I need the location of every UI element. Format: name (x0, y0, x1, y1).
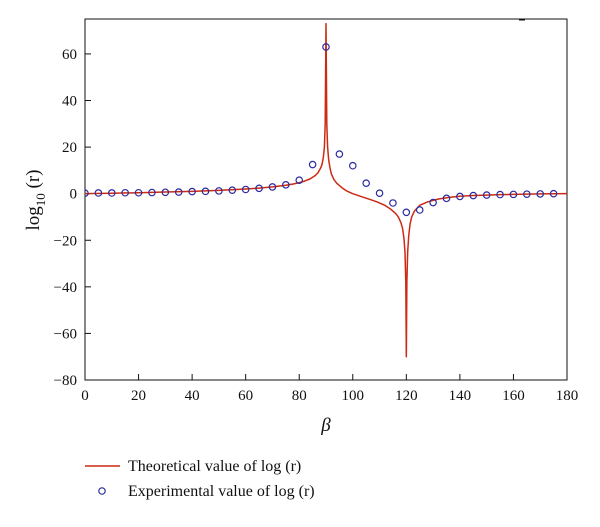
x-tick-label: 80 (292, 388, 307, 404)
y-tick-label: 60 (62, 47, 77, 63)
experimental-point (523, 190, 531, 198)
experimental-point (161, 188, 170, 197)
experimental-point (94, 189, 103, 197)
experimental-point (322, 43, 330, 51)
experimental-point (215, 187, 223, 195)
experimental-point (442, 194, 451, 203)
experimental-point (509, 190, 518, 199)
x-tick-label: 40 (185, 388, 200, 404)
x-tick-label: 100 (342, 388, 365, 404)
experimental-point (308, 160, 317, 169)
x-tick-label: 20 (131, 388, 146, 404)
plot-area (85, 22, 567, 358)
experimental-point (496, 190, 504, 199)
x-tick-label: 60 (238, 388, 253, 404)
experimental-point (134, 188, 143, 197)
y-axis-title-tail: (r) (23, 169, 44, 193)
legend-label-experimental: Experimental value of log (r) (128, 483, 315, 500)
legend-marker-swatch (98, 487, 106, 495)
experimental-point (469, 191, 478, 200)
experimental-point (482, 191, 491, 199)
x-tick-label: 140 (449, 388, 472, 404)
y-tick-label: −20 (54, 233, 77, 249)
experimental-point (241, 185, 250, 194)
experimental-point (85, 189, 89, 198)
x-tick-label: 120 (395, 388, 418, 404)
experimental-point (402, 208, 411, 217)
legend-label-theoretical: Theoretical value of log (r) (128, 458, 301, 475)
experimental-point (536, 190, 545, 198)
experimental-point (415, 206, 424, 214)
experimental-point (295, 176, 304, 184)
experimental-point (228, 186, 237, 194)
experimental-point (362, 179, 370, 188)
experimental-point (282, 181, 290, 189)
experimental-point (107, 189, 116, 197)
theoretical-series-line (85, 22, 567, 358)
y-axis-title-base: log (23, 206, 44, 231)
y-tick-label: 40 (62, 94, 77, 110)
top-right-tick-mark (519, 19, 525, 21)
experimental-point (148, 188, 156, 197)
plot-frame (84, 18, 568, 381)
experimental-point (456, 192, 464, 201)
legend: Theoretical value of log (r) Experimenta… (85, 458, 315, 500)
experimental-point (188, 187, 196, 196)
y-tick-label: −80 (54, 373, 77, 389)
experimental-point (375, 189, 384, 198)
y-tick-label: 0 (70, 187, 78, 203)
y-tick-label: −60 (54, 326, 77, 342)
experimental-point (268, 183, 277, 191)
experimental-point (429, 198, 437, 207)
axis-ticks: 0 20 40 60 80 100 120 140 160 180 60 40 20 0 −20 −40 −60… (54, 47, 579, 404)
experimental-point (549, 189, 558, 198)
x-tick-label: 180 (556, 388, 579, 404)
experimental-point (335, 150, 344, 158)
x-tick-label: 0 (81, 388, 89, 404)
experimental-point (201, 187, 210, 196)
experimental-point (348, 161, 357, 170)
y-axis-title-subscript: 10 (33, 193, 48, 206)
y-tick-label: −40 (54, 280, 77, 296)
y-tick-label: 20 (62, 140, 77, 156)
experimental-point (121, 188, 129, 197)
experimental-point (174, 188, 183, 196)
experimental-point (389, 199, 397, 207)
y-axis-title: log10 (r) (23, 169, 48, 230)
x-tick-label: 160 (502, 388, 525, 404)
x-axis-title: β (320, 415, 331, 436)
experimental-point (255, 184, 263, 193)
